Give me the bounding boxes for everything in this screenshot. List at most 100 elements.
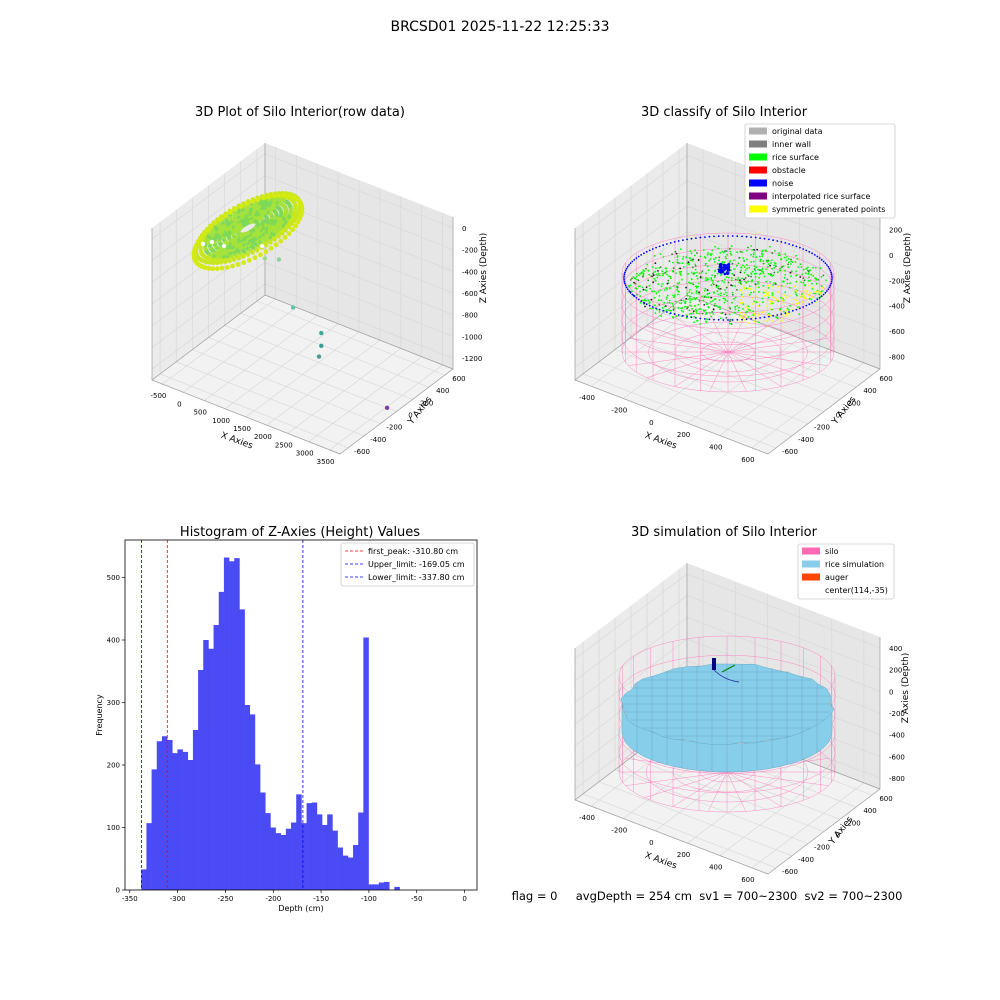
noise-point bbox=[677, 314, 680, 316]
noise-point bbox=[722, 235, 725, 237]
panel1-tick-labels: -5000500100015002000250030003500-600-400… bbox=[150, 225, 482, 466]
classified-point bbox=[671, 253, 673, 256]
classified-point bbox=[669, 277, 672, 280]
classified-point bbox=[707, 296, 710, 299]
classified-point bbox=[699, 308, 702, 310]
raw-point bbox=[209, 239, 215, 245]
noise-point bbox=[828, 286, 831, 289]
classified-point bbox=[734, 278, 737, 281]
classified-point bbox=[784, 253, 787, 255]
classified-point bbox=[679, 272, 682, 275]
classified-point bbox=[808, 297, 811, 300]
classified-point bbox=[675, 272, 677, 274]
classified-point bbox=[704, 287, 707, 290]
classified-point bbox=[786, 307, 789, 310]
classified-point bbox=[715, 286, 718, 289]
classified-point bbox=[762, 249, 764, 252]
classified-point bbox=[819, 267, 822, 270]
classified-point bbox=[818, 293, 821, 295]
classified-point bbox=[680, 309, 683, 312]
legend-label: Lower_limit: -337.80 cm bbox=[368, 573, 465, 582]
classified-point bbox=[653, 278, 656, 280]
classified-point bbox=[645, 286, 648, 288]
classified-point bbox=[689, 250, 692, 253]
classified-point bbox=[687, 306, 689, 308]
classified-point bbox=[775, 298, 778, 301]
panel1-axes-box bbox=[151, 143, 454, 455]
raw-point bbox=[244, 201, 250, 207]
classified-point bbox=[780, 258, 783, 260]
raw-point bbox=[285, 193, 290, 199]
classified-point bbox=[786, 296, 788, 299]
classified-point bbox=[731, 277, 733, 279]
classified-point bbox=[798, 313, 801, 315]
classified-point bbox=[740, 293, 743, 296]
classified-point bbox=[635, 287, 638, 290]
histogram-bar bbox=[363, 637, 369, 890]
classified-point bbox=[764, 291, 766, 293]
classified-point bbox=[676, 288, 678, 291]
classified-point bbox=[765, 259, 768, 262]
noise-point bbox=[648, 304, 651, 307]
classified-point bbox=[637, 279, 640, 282]
classified-point bbox=[788, 309, 790, 311]
noise-point bbox=[828, 267, 831, 270]
classified-point bbox=[762, 260, 765, 262]
classified-point bbox=[676, 286, 679, 288]
classified-point bbox=[652, 281, 655, 284]
classified-point bbox=[632, 276, 635, 278]
classified-point bbox=[669, 275, 672, 278]
classified-point bbox=[775, 265, 777, 268]
noise-point bbox=[666, 311, 668, 313]
classified-point bbox=[795, 290, 797, 292]
classified-point bbox=[727, 281, 730, 284]
classified-point bbox=[771, 275, 773, 277]
classified-point bbox=[782, 313, 784, 316]
classified-point bbox=[743, 259, 745, 262]
noise-point bbox=[633, 258, 636, 261]
classified-point bbox=[702, 299, 705, 302]
classified-point bbox=[682, 310, 685, 313]
classified-point bbox=[822, 274, 825, 277]
classified-point bbox=[743, 286, 746, 289]
noise-point bbox=[822, 260, 825, 263]
noise-point bbox=[723, 272, 727, 276]
classified-point bbox=[803, 295, 806, 298]
classified-point bbox=[669, 286, 671, 289]
classified-point bbox=[691, 259, 693, 261]
classified-point bbox=[751, 302, 754, 305]
classified-point bbox=[647, 299, 650, 302]
histogram-bar bbox=[177, 749, 183, 891]
classified-point bbox=[672, 308, 675, 311]
noise-point bbox=[673, 313, 676, 315]
classified-point bbox=[672, 267, 675, 270]
classified-point bbox=[746, 250, 748, 252]
classified-point bbox=[771, 301, 774, 303]
histogram-bar bbox=[265, 813, 271, 891]
noise-point bbox=[816, 255, 819, 258]
classified-point bbox=[686, 292, 689, 295]
classified-point bbox=[761, 250, 763, 253]
x-tick-label: -400 bbox=[579, 394, 595, 402]
panel3-ylabel: Frequency bbox=[95, 694, 104, 736]
classified-point bbox=[811, 288, 814, 290]
classified-point bbox=[647, 279, 650, 282]
classified-point bbox=[741, 251, 743, 254]
noise-point bbox=[754, 236, 757, 239]
classified-point bbox=[714, 303, 717, 305]
noise-point bbox=[629, 291, 632, 294]
classified-point bbox=[750, 272, 753, 275]
noise-point bbox=[635, 297, 638, 299]
panel4-tick-labels: -400-2000200400600-600-400-2000200400600… bbox=[579, 645, 905, 884]
classified-point bbox=[804, 283, 806, 286]
classified-point bbox=[774, 283, 777, 286]
classified-point bbox=[707, 306, 710, 309]
classified-point bbox=[770, 262, 772, 264]
classified-point bbox=[741, 317, 744, 319]
histogram-bar bbox=[275, 833, 282, 891]
raw-point bbox=[281, 203, 287, 209]
classified-point bbox=[744, 309, 747, 312]
classified-point bbox=[706, 277, 709, 280]
classified-point bbox=[712, 308, 715, 311]
classified-point bbox=[805, 267, 808, 270]
